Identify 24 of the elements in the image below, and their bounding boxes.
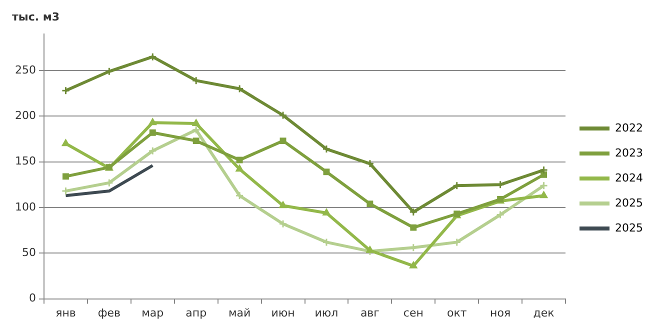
x-tick-label: янв <box>56 306 76 320</box>
x-tick-label: мар <box>142 306 164 320</box>
legend-label: 2024 <box>615 171 644 184</box>
x-tick-label: июл <box>314 306 338 320</box>
x-tick-label: дек <box>533 306 555 320</box>
legend-label: 2023 <box>615 146 644 160</box>
y-tick-label: 100 <box>14 200 36 214</box>
legend-label: 2025 <box>615 196 644 210</box>
x-tick-label: ноя <box>490 306 511 320</box>
x-tick-label: май <box>228 306 251 320</box>
x-tick-label: сен <box>403 306 424 320</box>
x-tick-label: июн <box>271 306 295 320</box>
legend-label: 2025 <box>615 221 644 234</box>
y-tick-label: 200 <box>14 109 36 122</box>
y-tick-label: 0 <box>28 292 36 305</box>
y-tick-label: 150 <box>14 154 36 168</box>
y-axis-title: тыс. м3 <box>12 10 60 24</box>
x-tick-label: апр <box>186 306 207 320</box>
x-tick-label: авг <box>360 306 380 320</box>
x-tick-label: фев <box>98 306 121 320</box>
y-tick-label: 50 <box>22 246 36 260</box>
y-tick-label: 250 <box>14 63 36 76</box>
x-tick-label: окт <box>446 306 468 320</box>
legend-label: 2022 <box>615 121 644 134</box>
